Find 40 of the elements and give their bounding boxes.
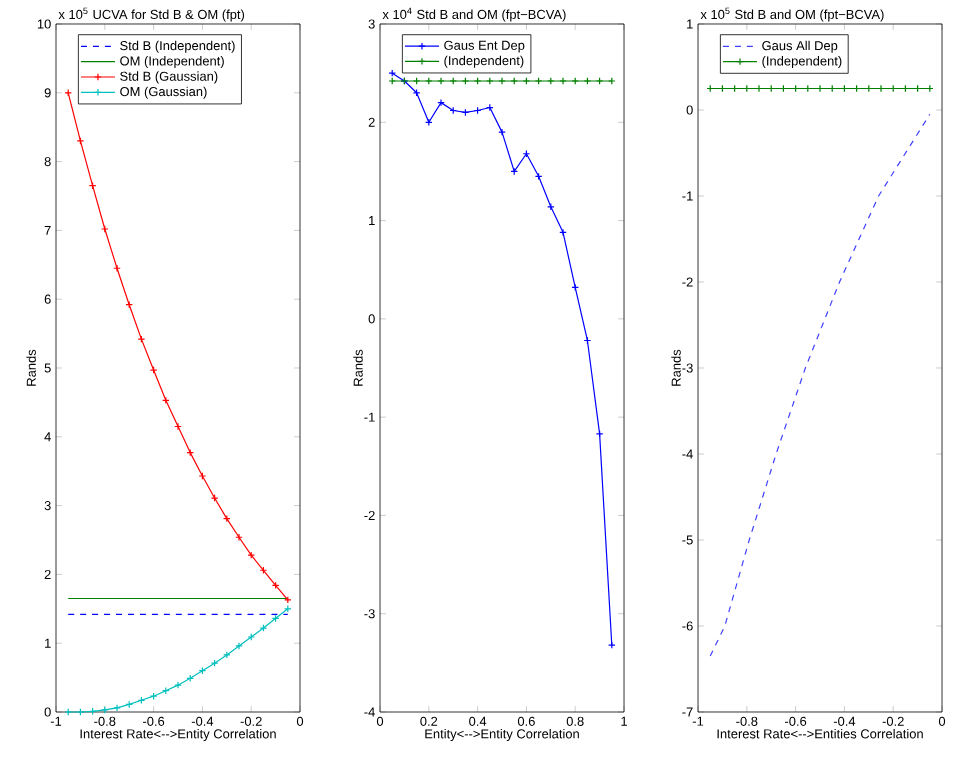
point bbox=[247, 551, 256, 559]
point bbox=[412, 77, 421, 85]
point bbox=[571, 77, 580, 85]
point bbox=[547, 77, 555, 85]
point bbox=[583, 77, 592, 85]
point bbox=[559, 77, 567, 85]
point bbox=[223, 651, 231, 659]
point bbox=[149, 366, 158, 374]
point bbox=[235, 642, 243, 650]
point bbox=[210, 659, 219, 667]
point bbox=[247, 633, 256, 641]
point bbox=[461, 77, 470, 85]
point bbox=[473, 77, 482, 85]
point bbox=[437, 98, 445, 107]
point bbox=[449, 77, 458, 85]
point bbox=[235, 533, 243, 542]
point bbox=[174, 681, 182, 689]
point bbox=[486, 77, 494, 85]
point bbox=[259, 624, 268, 632]
point bbox=[76, 137, 85, 145]
point bbox=[101, 225, 109, 233]
point bbox=[534, 77, 543, 85]
point bbox=[559, 228, 567, 237]
point bbox=[137, 335, 146, 343]
point bbox=[76, 708, 85, 716]
point bbox=[437, 77, 445, 85]
point bbox=[510, 77, 519, 85]
point bbox=[498, 128, 506, 136]
point bbox=[522, 77, 531, 85]
line-series bbox=[709, 113, 931, 657]
point bbox=[210, 494, 219, 502]
point bbox=[113, 264, 121, 273]
point bbox=[498, 77, 506, 85]
point bbox=[101, 706, 109, 714]
point bbox=[425, 77, 433, 85]
point bbox=[174, 422, 182, 431]
point bbox=[198, 472, 207, 480]
point bbox=[595, 77, 604, 85]
point bbox=[595, 430, 604, 438]
point bbox=[113, 704, 121, 712]
